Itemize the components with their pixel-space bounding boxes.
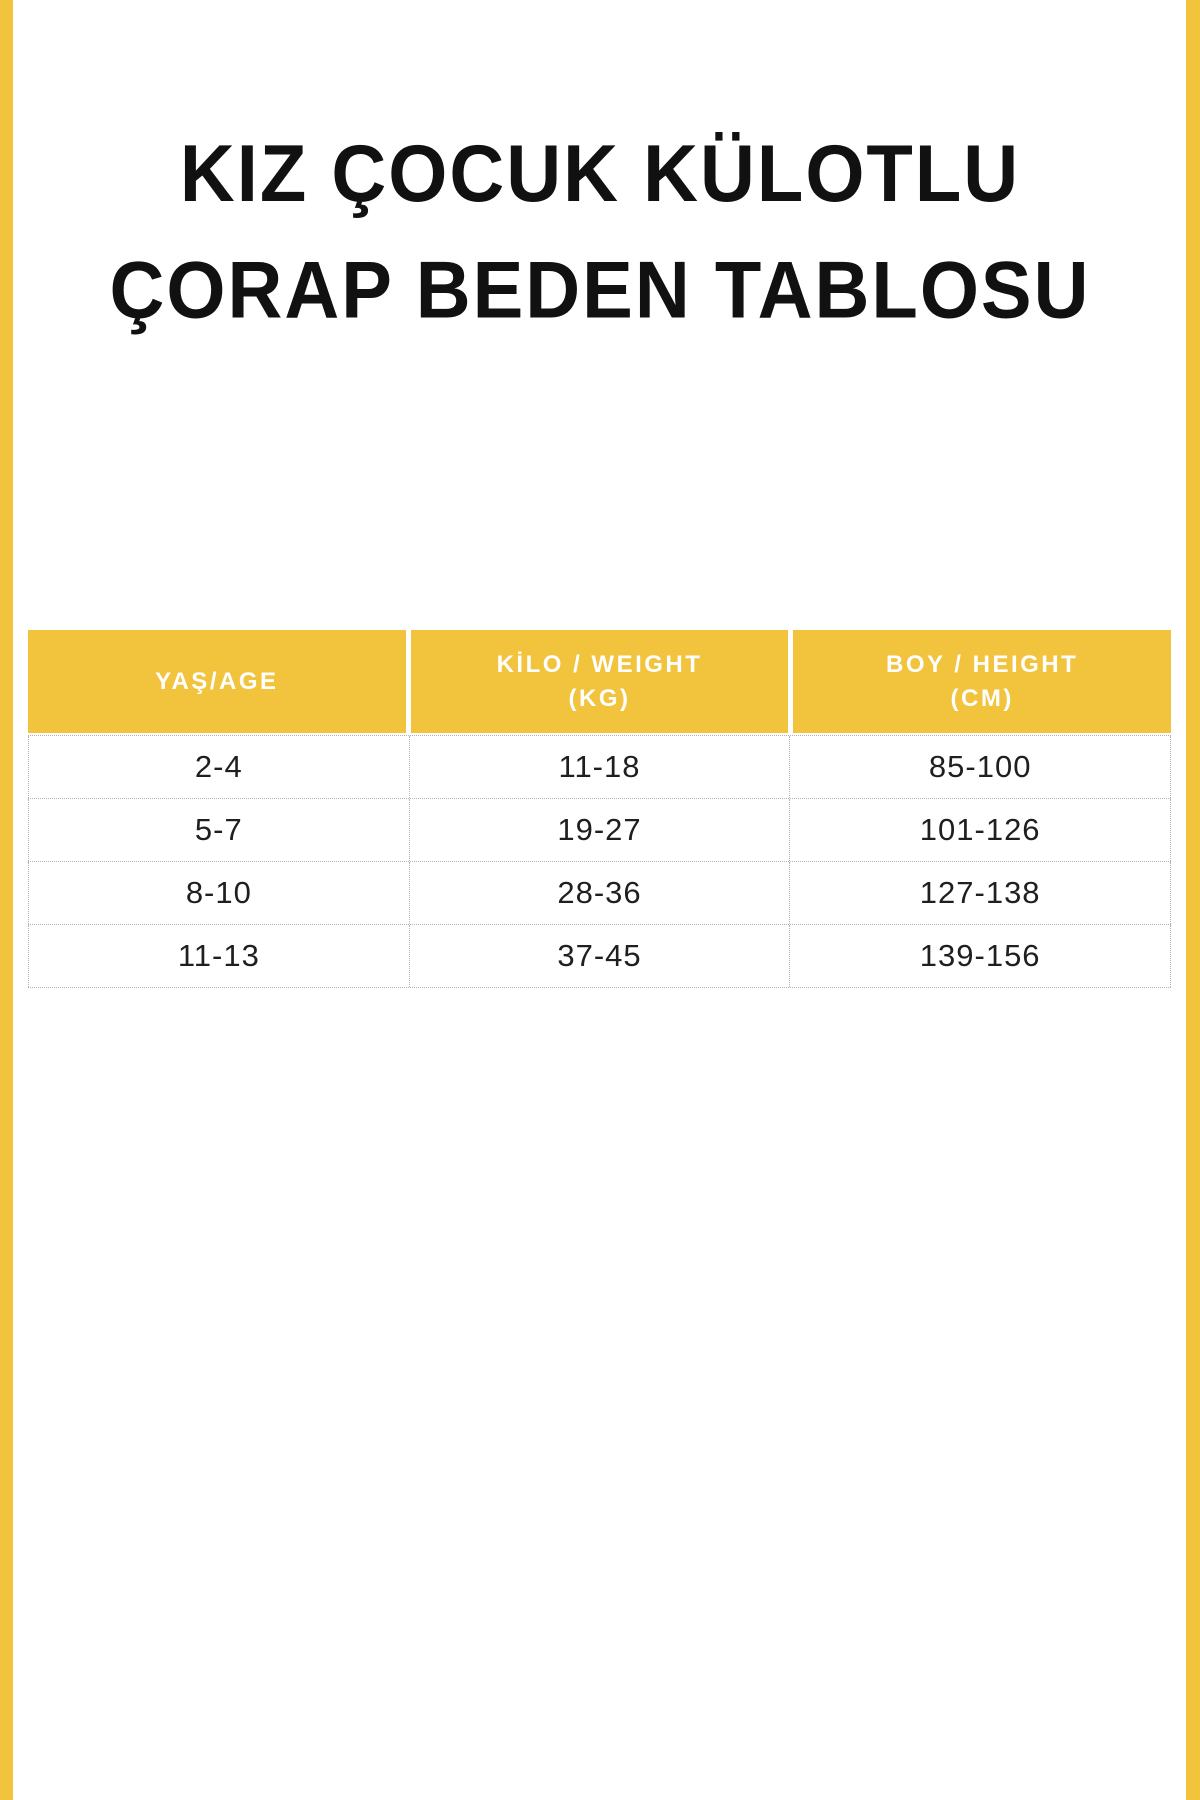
header-cell-height: BOY / HEIGHT (CM): [793, 630, 1172, 733]
page-title: KIZ ÇOCUK KÜLOTLU ÇORAP BEDEN TABLOSU: [30, 116, 1170, 349]
page-title-line-2: ÇORAP BEDEN TABLOSU: [109, 245, 1091, 336]
header-cell-height-label: BOY / HEIGHT: [886, 650, 1079, 678]
table-row: 5-7 19-27 101-126: [28, 799, 1172, 862]
cell-height: 139-156: [790, 925, 1172, 987]
cell-height: 101-126: [790, 799, 1172, 861]
cell-age: 2-4: [28, 736, 410, 798]
cell-height: 127-138: [790, 862, 1172, 924]
cell-age: 5-7: [28, 799, 410, 861]
header-cell-age-label: YAŞ/AGE: [155, 667, 279, 695]
left-accent-stripe: [0, 0, 13, 1800]
cell-height: 85-100: [790, 736, 1172, 798]
cell-weight: 37-45: [410, 925, 791, 987]
header-cell-weight-unit: (KG): [568, 684, 631, 712]
cell-weight: 11-18: [410, 736, 791, 798]
table-row: 8-10 28-36 127-138: [28, 862, 1172, 925]
table-header-row: YAŞ/AGE KİLO / WEIGHT (KG) BOY / HEIGHT …: [28, 630, 1172, 733]
header-cell-weight-label: KİLO / WEIGHT: [496, 650, 703, 678]
table-row: 2-4 11-18 85-100: [28, 736, 1172, 799]
header-cell-weight: KİLO / WEIGHT (KG): [410, 630, 789, 733]
size-chart-table: YAŞ/AGE KİLO / WEIGHT (KG) BOY / HEIGHT …: [28, 630, 1172, 988]
cell-age: 11-13: [28, 925, 410, 987]
header-cell-height-unit: (CM): [950, 684, 1014, 712]
header-cell-age: YAŞ/AGE: [28, 630, 406, 733]
page-title-line-1: KIZ ÇOCUK KÜLOTLU: [179, 128, 1021, 219]
table-row: 11-13 37-45 139-156: [28, 925, 1172, 988]
right-accent-stripe: [1186, 0, 1200, 1800]
cell-weight: 28-36: [410, 862, 791, 924]
cell-age: 8-10: [28, 862, 410, 924]
cell-weight: 19-27: [410, 799, 791, 861]
table-body: 2-4 11-18 85-100 5-7 19-27 101-126 8-10 …: [28, 735, 1172, 988]
